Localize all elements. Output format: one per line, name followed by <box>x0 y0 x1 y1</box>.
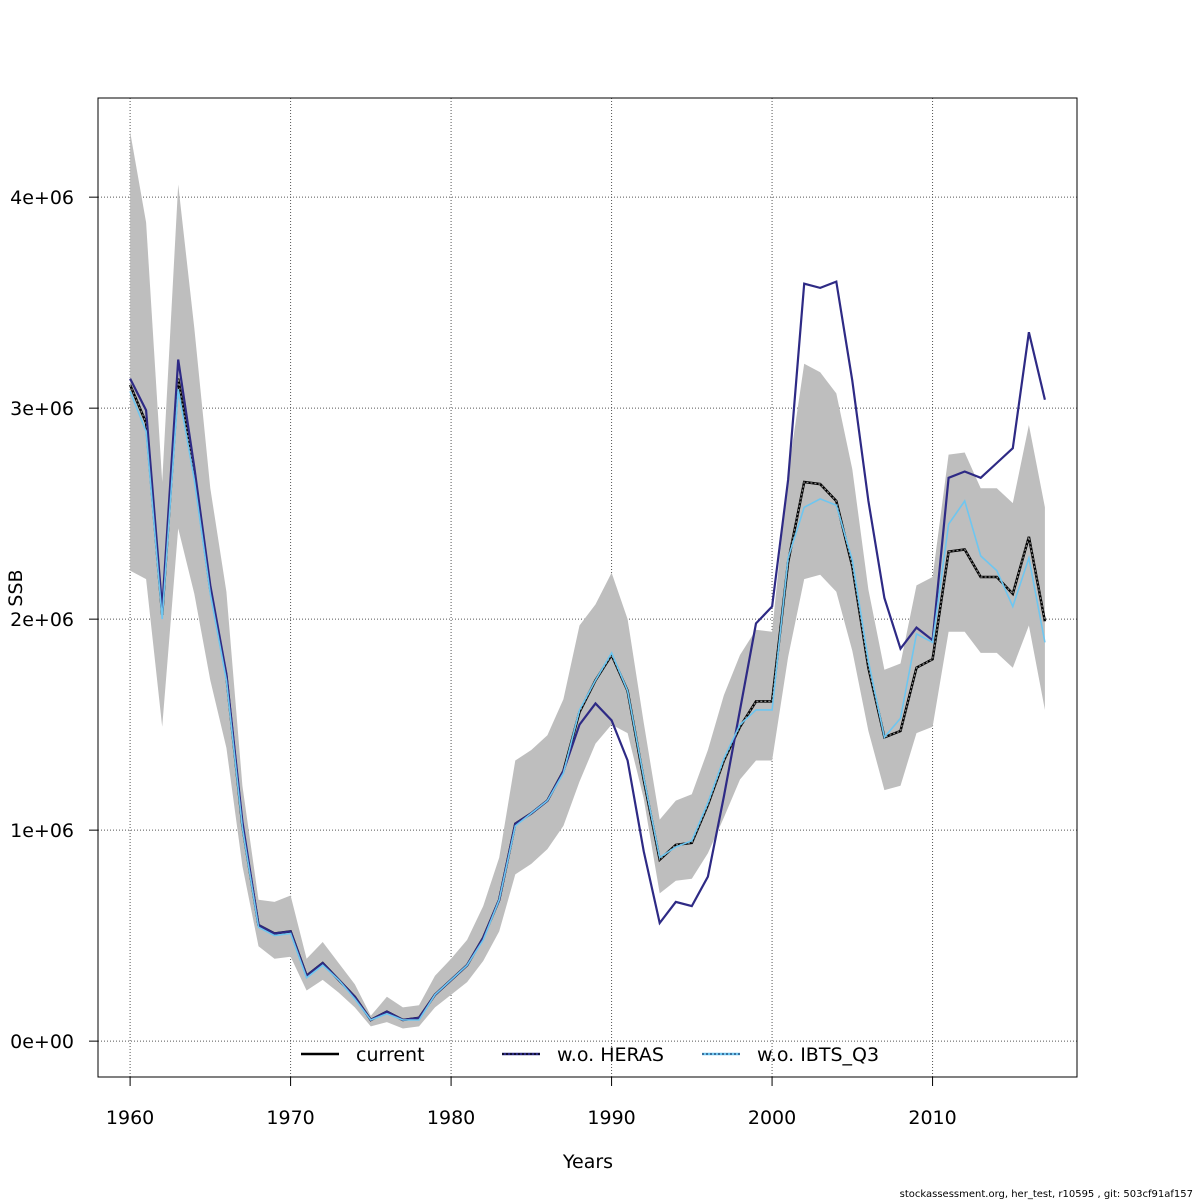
legend-label: current <box>356 1044 425 1066</box>
confidence-band <box>130 131 1045 1029</box>
series-line-wo-ibts-q3 <box>129 389 1046 1021</box>
x-tick-label: 2000 <box>748 1107 796 1129</box>
y-tick-label: 1e+06 <box>10 820 74 842</box>
y-axis: 0e+00 1e+06 2e+06 3e+06 4e+06 <box>10 187 98 1053</box>
x-tick-label: 1970 <box>266 1107 314 1129</box>
y-tick-label: 3e+06 <box>10 398 74 420</box>
footer-note: stockassessment.org, her_test, r10595 , … <box>900 1189 1193 1200</box>
x-tick-label: 1980 <box>427 1107 475 1129</box>
plot-frame <box>97 97 1078 1078</box>
legend-label: w.o. HERAS <box>557 1044 664 1066</box>
legend-label: w.o. IBTS_Q3 <box>757 1044 879 1066</box>
x-axis: 1960 1970 1980 1990 2000 2010 <box>106 1077 957 1129</box>
x-tick-label: 2010 <box>908 1107 956 1129</box>
series-line-wo-heras <box>129 280 1046 1022</box>
x-tick-label: 1960 <box>106 1107 154 1129</box>
y-tick-label: 4e+06 <box>10 187 74 209</box>
legend: current w.o. HERAS w.o. IBTS_Q3 <box>301 1044 879 1066</box>
x-tick-label: 1990 <box>587 1107 635 1129</box>
y-tick-label: 0e+00 <box>10 1031 74 1053</box>
series-lines <box>128 280 1047 1022</box>
y-tick-label: 2e+06 <box>10 609 74 631</box>
y-axis-title: SSB <box>5 569 27 606</box>
x-axis-title: Years <box>562 1151 613 1173</box>
